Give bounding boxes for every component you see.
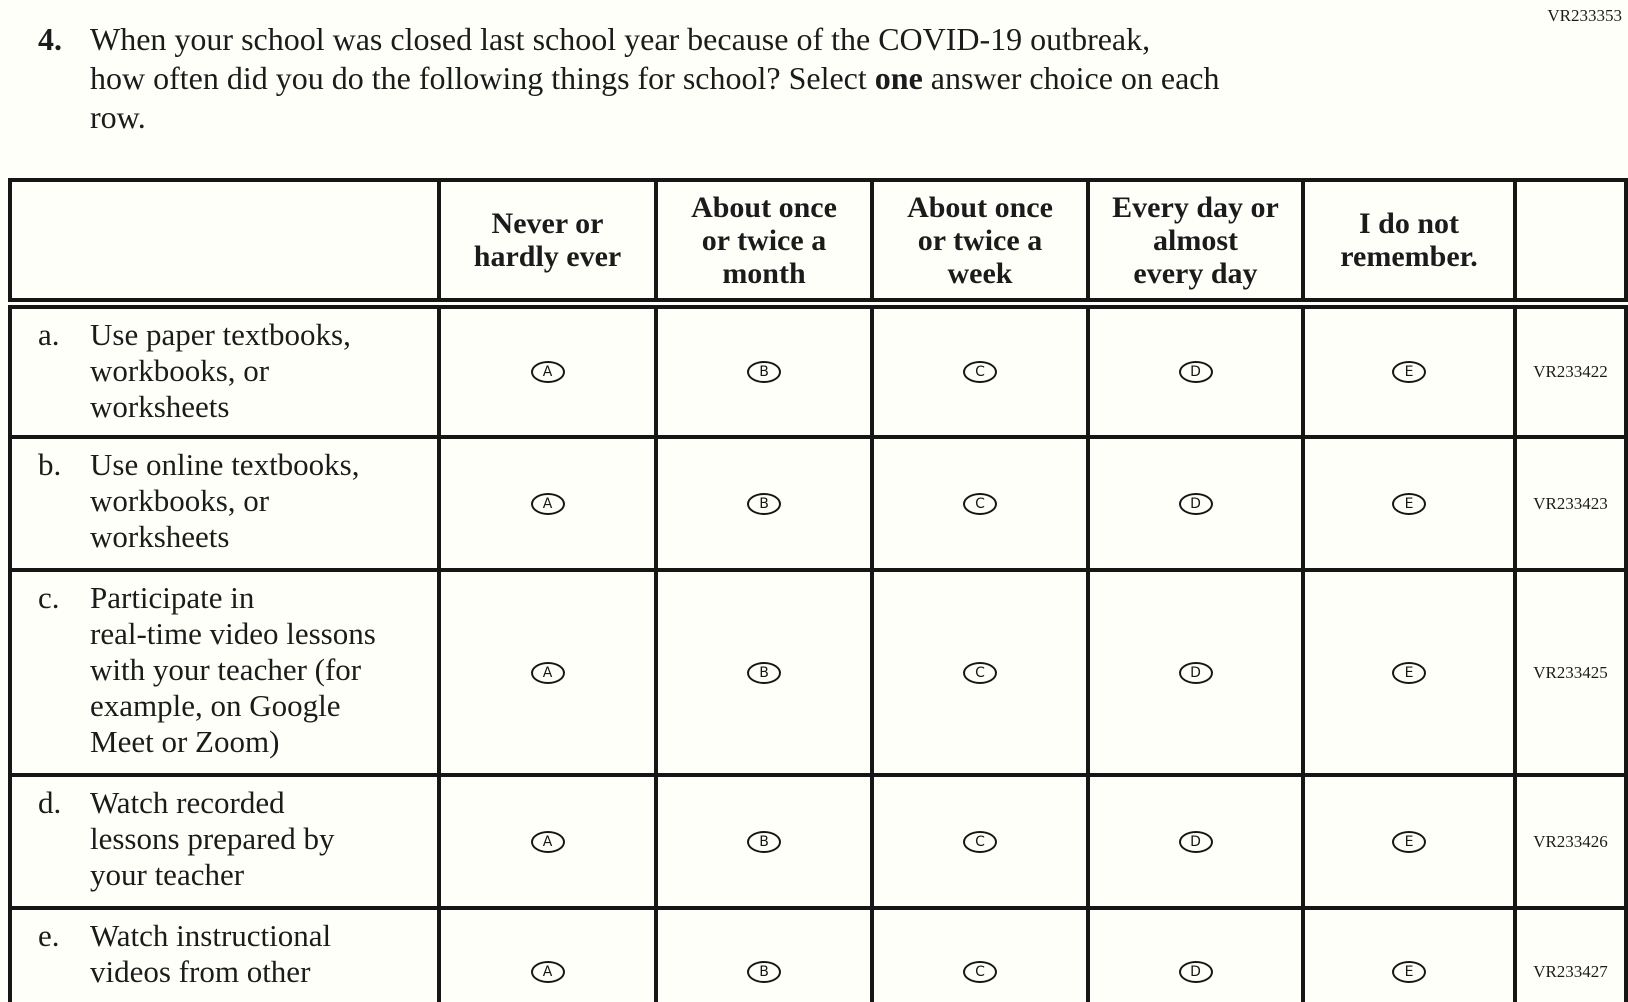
answer-bubble[interactable]: D — [1178, 830, 1213, 853]
question-line: row. — [90, 99, 146, 135]
answer-cell: E — [1301, 773, 1517, 910]
row-text: Watch instructional videos from other so… — [90, 918, 332, 1002]
page-corner-code: VR233353 — [1547, 6, 1622, 25]
answer-cell: C — [870, 773, 1090, 910]
header-about-once-or-twice-a-week: About once or twice a week — [870, 178, 1090, 309]
row-text: Watch recorded lessons prepared by your … — [90, 785, 335, 892]
answer-cell: B — [654, 435, 874, 572]
answer-cell: A — [437, 301, 658, 439]
answer-bubble[interactable]: E — [1392, 960, 1426, 983]
answer-cell: E — [1301, 906, 1517, 1002]
answer-bubble[interactable]: B — [747, 661, 781, 684]
answer-bubble[interactable]: A — [530, 492, 565, 515]
answer-cell: B — [654, 301, 874, 439]
answer-bubble[interactable]: E — [1392, 830, 1426, 853]
answer-bubble[interactable]: B — [747, 492, 781, 515]
table-row-e: e. Watch instructional videos from other … — [8, 906, 1628, 1002]
table-row-c: c. Participate in real-time video lessons… — [8, 568, 1628, 777]
row-text: Use paper textbooks, workbooks, or works… — [90, 317, 351, 424]
answer-cell: E — [1301, 568, 1517, 777]
answer-cell: B — [654, 906, 874, 1002]
answer-bubble[interactable]: B — [747, 830, 781, 853]
header-empty-item-column — [8, 178, 441, 309]
answer-cell: C — [870, 568, 1090, 777]
answer-bubble[interactable]: D — [1178, 361, 1213, 383]
header-every-day-or-almost-every-day: Every day or almost every day — [1086, 178, 1305, 309]
answer-cell: D — [1086, 435, 1305, 572]
item-label-cell: e. Watch instructional videos from other … — [8, 906, 441, 1002]
answer-bubble[interactable]: E — [1392, 492, 1426, 515]
answer-bubble[interactable]: C — [963, 661, 997, 684]
answer-bubble[interactable]: B — [747, 361, 781, 383]
answer-cell: E — [1301, 301, 1517, 439]
row-letter: a. — [38, 317, 60, 352]
answer-bubble[interactable]: B — [747, 960, 781, 983]
answer-cell: E — [1301, 435, 1517, 572]
answer-bubble[interactable]: A — [530, 960, 565, 983]
row-letter: e. — [38, 918, 60, 953]
answer-bubble[interactable]: D — [1178, 960, 1213, 983]
question-block: 4. When your school was closed last scho… — [38, 20, 1438, 137]
answer-bubble[interactable]: A — [530, 661, 565, 684]
item-label-cell: a. Use paper textbooks, workbooks, or wor… — [8, 301, 441, 439]
row-text: Use online textbooks, workbooks, or work… — [90, 447, 360, 554]
answer-bubble[interactable]: C — [963, 830, 997, 853]
row-vr-code: VR233426 — [1513, 773, 1628, 910]
table-row-b: b. Use online textbooks, workbooks, or wo… — [8, 435, 1628, 572]
answer-bubble[interactable]: E — [1392, 361, 1426, 383]
table-row-a: a. Use paper textbooks, workbooks, or wor… — [8, 301, 1628, 439]
answer-bubble[interactable]: C — [963, 361, 997, 383]
table-row-d: d. Watch recorded lessons prepared by you… — [8, 773, 1628, 910]
row-vr-code: VR233422 — [1513, 301, 1628, 439]
answer-bubble[interactable]: A — [530, 830, 565, 853]
answer-bubble[interactable]: D — [1178, 661, 1213, 684]
answer-cell: C — [870, 906, 1090, 1002]
answer-cell: D — [1086, 301, 1305, 439]
header-about-once-or-twice-a-month: About once or twice a month — [654, 178, 874, 309]
answer-cell: D — [1086, 773, 1305, 910]
answer-cell: B — [654, 773, 874, 910]
question-number: 4. — [38, 21, 62, 57]
row-letter: d. — [38, 785, 62, 820]
answer-cell: B — [654, 568, 874, 777]
answer-cell: C — [870, 435, 1090, 572]
question-line: When your school was closed last school … — [90, 21, 1151, 57]
answer-bubble[interactable]: C — [963, 960, 997, 983]
row-letter: b. — [38, 447, 62, 482]
header-never-or-hardly-ever: Never or hardly ever — [437, 178, 658, 309]
header-i-do-not-remember: I do not remember. — [1301, 178, 1517, 309]
row-vr-code: VR233423 — [1513, 435, 1628, 572]
answer-bubble[interactable]: D — [1178, 492, 1213, 515]
answer-cell: A — [437, 773, 658, 910]
row-text: Participate in real-time video lessons w… — [90, 580, 376, 759]
row-letter: c. — [38, 580, 60, 615]
answer-bubble[interactable]: A — [530, 361, 565, 383]
answer-bubble[interactable]: C — [963, 492, 997, 515]
header-empty-code-column — [1513, 178, 1628, 309]
header-row: Never or hardly ever About once or twice… — [8, 178, 1628, 309]
answer-cell: A — [437, 435, 658, 572]
answer-cell: A — [437, 906, 658, 1002]
answer-cell: A — [437, 568, 658, 777]
row-vr-code: VR233425 — [1513, 568, 1628, 777]
answer-cell: D — [1086, 568, 1305, 777]
row-vr-code: VR233427 — [1513, 906, 1628, 1002]
question-line: how often did you do the following thing… — [90, 60, 1220, 96]
item-label-cell: b. Use online textbooks, workbooks, or wo… — [8, 435, 441, 572]
item-label-cell: c. Participate in real-time video lessons… — [8, 568, 441, 777]
answer-bubble[interactable]: E — [1392, 661, 1426, 684]
answer-cell: D — [1086, 906, 1305, 1002]
question-text: When your school was closed last school … — [90, 20, 1380, 137]
answer-cell: C — [870, 301, 1090, 439]
item-label-cell: d. Watch recorded lessons prepared by you… — [8, 773, 441, 910]
survey-matrix-table: Never or hardly ever About once or twice… — [8, 178, 1628, 1002]
